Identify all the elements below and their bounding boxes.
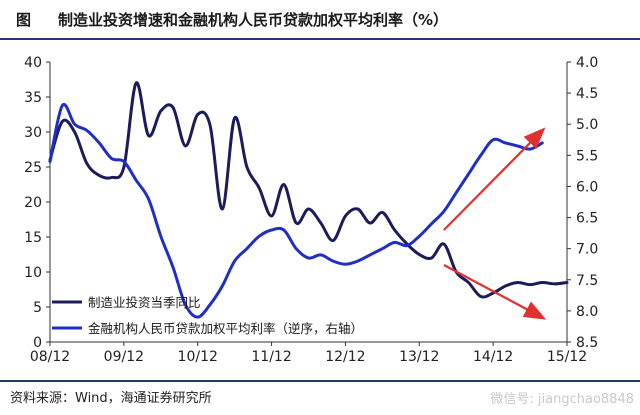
right-tick-label: 8.0	[576, 304, 598, 320]
right-tick-label: 7.5	[576, 273, 598, 289]
red-arrow-down	[443, 264, 547, 320]
left-tick-label: 40	[24, 55, 42, 71]
right-tick-label: 4.0	[576, 55, 598, 71]
x-tick-label: 13/12	[399, 349, 439, 365]
right-tick-label: 8.5	[576, 335, 598, 351]
loan-rate-line	[48, 102, 544, 319]
left-tick-label: 0	[33, 335, 42, 351]
watermark: 微信号: jiangchao8848	[490, 392, 634, 407]
figure-label: 图	[16, 11, 32, 29]
legend-item-loan-rate-label: 金融机构人民币贷款加权平均利率（逆序，右轴）	[88, 321, 363, 336]
left-tick-label: 15	[24, 230, 42, 246]
right-tick-label: 7.0	[576, 242, 598, 258]
right-tick-label: 6.0	[576, 179, 598, 195]
figure-header: 图 制造业投资增速和金融机构人民币贷款加权平均利率（%）	[0, 0, 640, 40]
left-tick-label: 10	[24, 265, 42, 281]
left-tick-label: 35	[24, 90, 42, 106]
right-tick-label: 6.5	[576, 211, 598, 227]
legend-item-manufacturing-label: 制造业投资当季同比	[88, 295, 201, 310]
x-tick-label: 10/12	[178, 349, 218, 365]
x-tick-label: 11/12	[251, 349, 291, 365]
x-tick-label: 08/12	[30, 349, 70, 365]
figure-footer: 资料来源：Wind，海通证券研究所 微信号: jiangchao8848	[0, 380, 640, 415]
x-tick-label: 09/12	[104, 349, 144, 365]
left-tick-label: 20	[24, 195, 42, 211]
chart-canvas: 0 5 10 15 20 25 30 35 40 4.0 4.5 5.0 5.5 6.0 6.5 7.0 7.5…	[24, 55, 598, 365]
left-tick-label: 25	[24, 160, 42, 176]
manufacturing-investment-line	[48, 81, 569, 299]
left-tick-label: 30	[24, 125, 42, 141]
right-tick-label: 5.0	[576, 117, 598, 133]
red-arrow-up	[443, 127, 546, 231]
chart-title: 制造业投资增速和金融机构人民币贷款加权平均利率（%）	[58, 11, 449, 29]
right-tick-label: 5.5	[576, 148, 598, 164]
right-tick-label: 4.5	[576, 86, 598, 102]
x-tick-label: 14/12	[473, 349, 513, 365]
source-note: 资料来源：Wind，海通证券研究所	[10, 391, 212, 406]
x-tick-label: 15/12	[547, 349, 587, 365]
left-tick-label: 5	[33, 300, 42, 316]
x-tick-label: 12/12	[325, 349, 365, 365]
